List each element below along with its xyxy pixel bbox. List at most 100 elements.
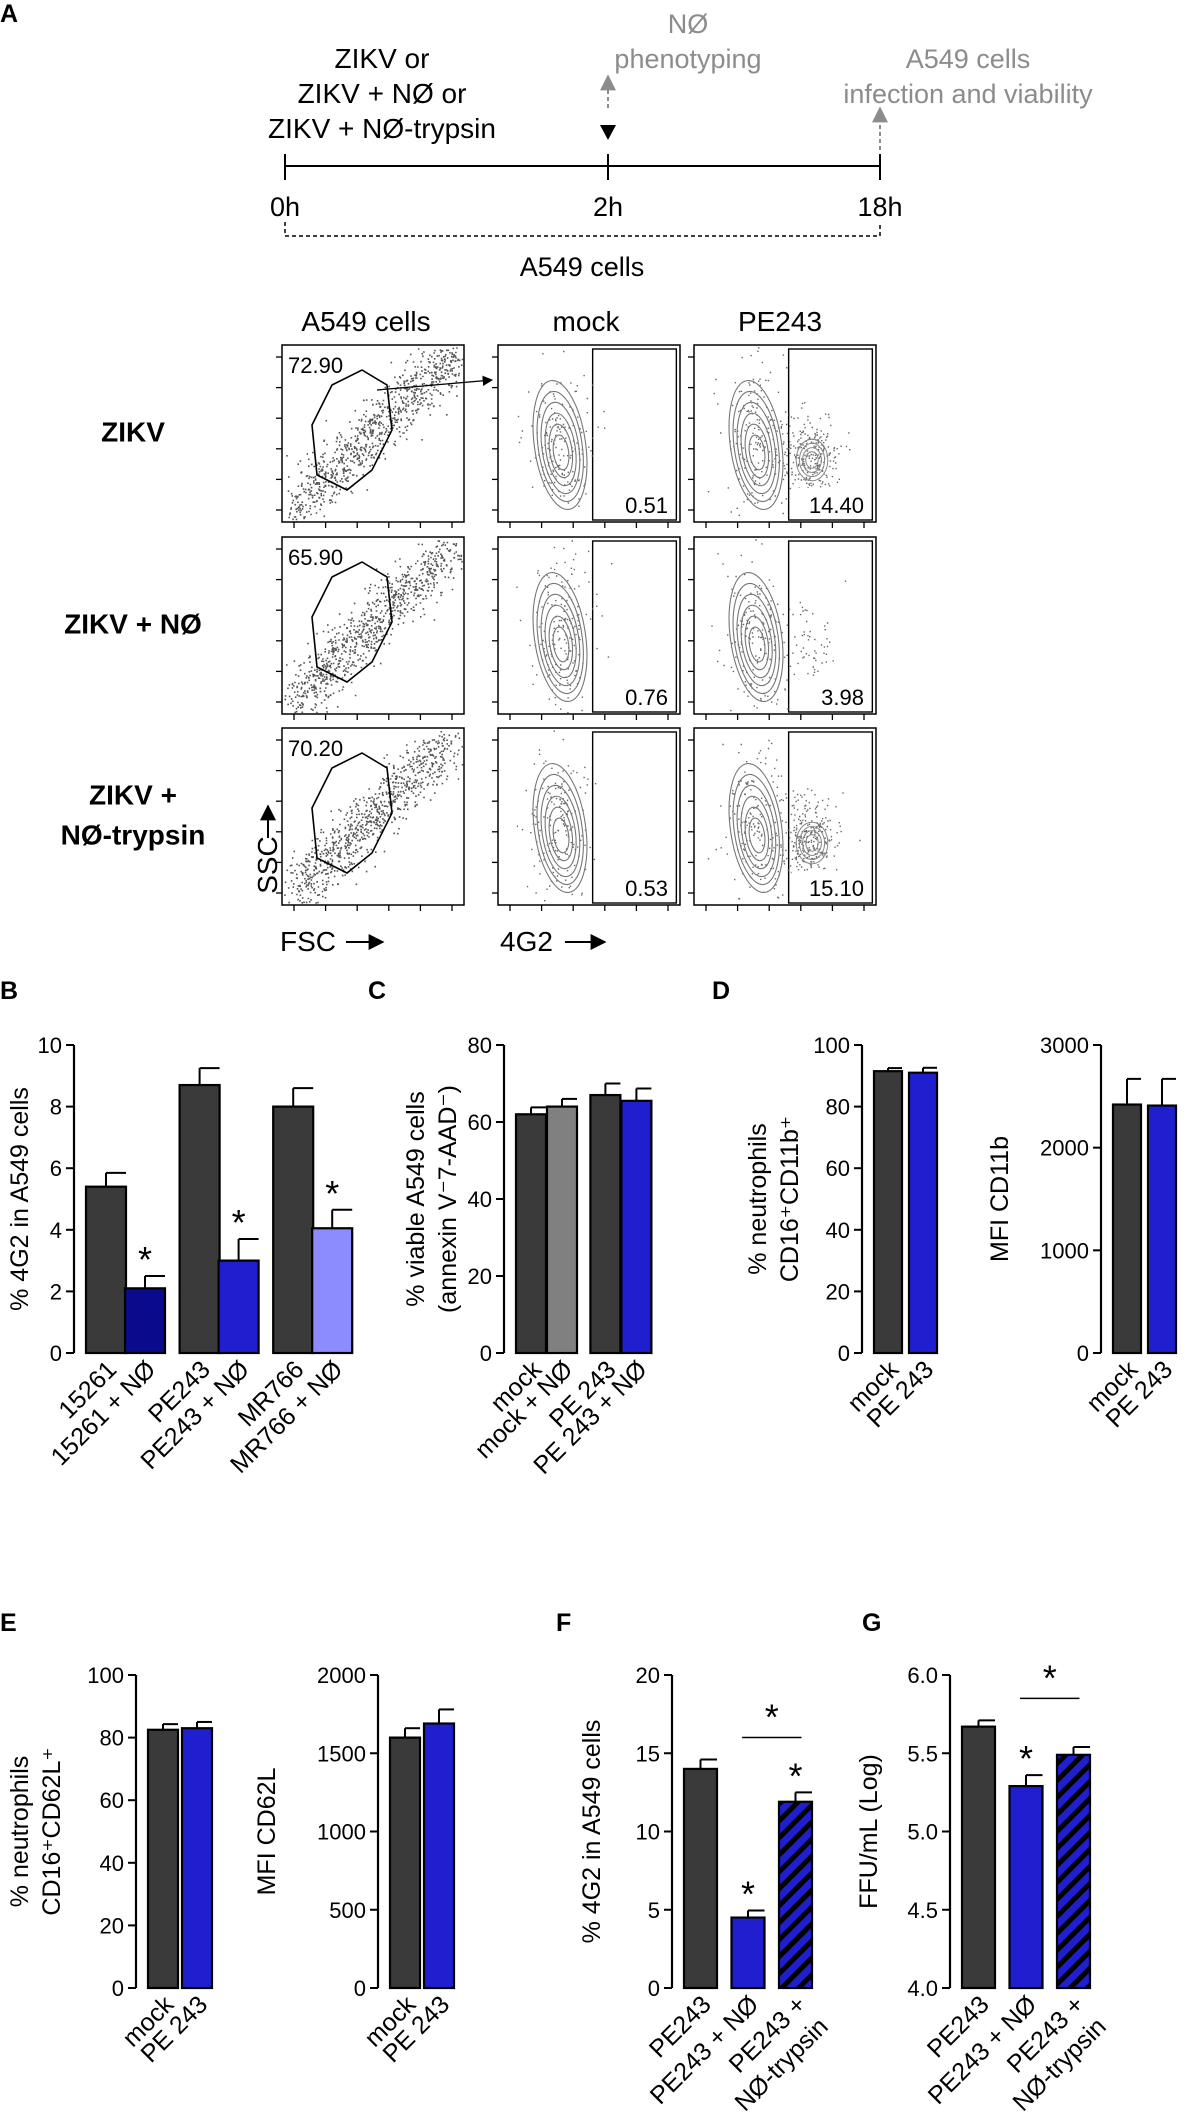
infection-percent: 14.40 [809,493,864,518]
y-tick-label: 2 [50,1279,62,1304]
significance-star: * [325,1173,339,1214]
contour-line [740,604,773,679]
flow-row-label-0-0: ZIKV [101,417,165,448]
flow-plots: 72.90 0.51 14.40 65.90 0.76 3.98 70.20 0.53 15.1… [276,344,877,911]
percent-background [595,871,674,901]
bracket-star: * [765,1697,779,1738]
contour-dot-cloud [711,539,847,712]
flow-column-header-pe243: PE243 [738,306,822,337]
contour-line [544,412,577,487]
y-tick-label: 3000 [1040,1033,1089,1058]
y-tick-label: 6 [50,1156,62,1181]
y-tick-label: 5.0 [907,1820,938,1845]
infected-contour-line [802,447,822,473]
bar [123,1287,167,1355]
infection-gate [787,348,874,521]
a549-readout-line-2: infection and viability [843,79,1093,109]
infection-percent: 0.53 [625,876,668,901]
contour-line [748,817,766,854]
y-tick-label: 4.0 [907,1976,938,2001]
y-tick-label: 80 [826,1095,850,1120]
contour-line [532,379,588,511]
y-axis-label: FFU/mL (Log) [855,1754,883,1909]
significance-star: * [232,1202,246,1243]
gate-arrow [376,375,494,391]
contour-line [536,390,584,503]
percent-background [595,680,674,710]
contour-line [728,571,784,703]
cell-gate [311,561,393,683]
y-tick-label: 40 [468,1187,492,1212]
infection-gate [591,540,678,713]
y-tick-label: 15 [636,1741,660,1766]
contour-line [544,604,577,679]
contour-line [732,582,780,695]
y-tick-label: 2000 [317,1663,366,1688]
y-axis-label: (annexin V⁻7-AAD⁻) [434,1085,462,1313]
bar [1111,1103,1143,1355]
y-tick-label: 20 [636,1663,660,1688]
contour-line [532,762,588,894]
y-axis-label: % neutrophils [6,1756,34,1907]
timepoint-18h: 18h [857,192,902,222]
y-tick-label: 1500 [317,1741,366,1766]
contour-line [728,379,784,511]
y-tick-label: 0 [1077,1341,1089,1366]
cell-gate [311,752,393,874]
y-axis-label: % 4G2 in A549 cells [6,1087,34,1311]
y-tick-label: 8 [50,1095,62,1120]
treatment-arrow [600,125,616,140]
significance-star: * [788,1755,802,1796]
flow-row-label-2-1: NØ-trypsin [61,820,206,851]
bar [730,1916,766,1990]
y-tick-label: 6.0 [907,1663,938,1688]
bar [514,1113,548,1355]
percent-background [595,488,674,518]
y-tick-label: 0 [112,1976,124,2001]
treatment-line-1: ZIKV or [335,43,430,74]
contour-line [536,773,584,886]
contour-line [552,817,570,854]
bar [907,1071,939,1355]
infected-contour-line [798,825,826,861]
panel-label-c: C [368,977,386,1005]
fsc-ssc-dot-cloud [284,731,464,904]
bar [1008,1785,1044,1990]
gate-percent: 72.90 [288,353,343,378]
flow-column-header-a549: A549 cells [301,306,430,337]
contour-line [744,615,770,671]
y-tick-label: 20 [826,1279,850,1304]
y-tick-label: 2000 [1040,1136,1089,1161]
y-tick-label: 60 [100,1788,124,1813]
percent-background [791,871,870,901]
bar [84,1185,128,1355]
y-axis-label: CD16⁺CD11b⁺ [776,1116,804,1282]
contour-line [552,626,570,663]
bar [1055,1753,1092,1990]
y-tick-label: 5 [648,1898,660,1923]
y-tick-label: 80 [100,1726,124,1751]
contour-plot-frame [693,344,877,523]
y-tick-label: 4 [50,1218,62,1243]
y-axis-label: % neutrophils [744,1123,772,1274]
flow-row-0: 72.90 0.51 14.40 [276,344,877,528]
contour-line [740,795,773,870]
timeline: ZIKV or ZIKV + NØ or ZIKV + NØ-trypsin N… [268,9,1093,282]
infected-contour-line [805,834,819,852]
infected-contour-line [805,451,819,469]
y-tick-label: 60 [468,1110,492,1135]
bar [388,1736,422,1990]
y-tick-label: 40 [100,1851,124,1876]
y-tick-label: 4.5 [907,1898,938,1923]
infection-gate [787,540,874,713]
y-tick-label: 0 [354,1976,366,2001]
a549-readout-line-1: A549 cells [906,44,1031,74]
infection-gate [787,731,874,904]
infected-contour-line [795,438,829,482]
timepoint-0h: 0h [270,192,300,222]
timeline-bracket [284,222,881,237]
contour-line [532,571,588,703]
y-axis-label: CD16⁺CD62L⁺ [38,1747,66,1915]
